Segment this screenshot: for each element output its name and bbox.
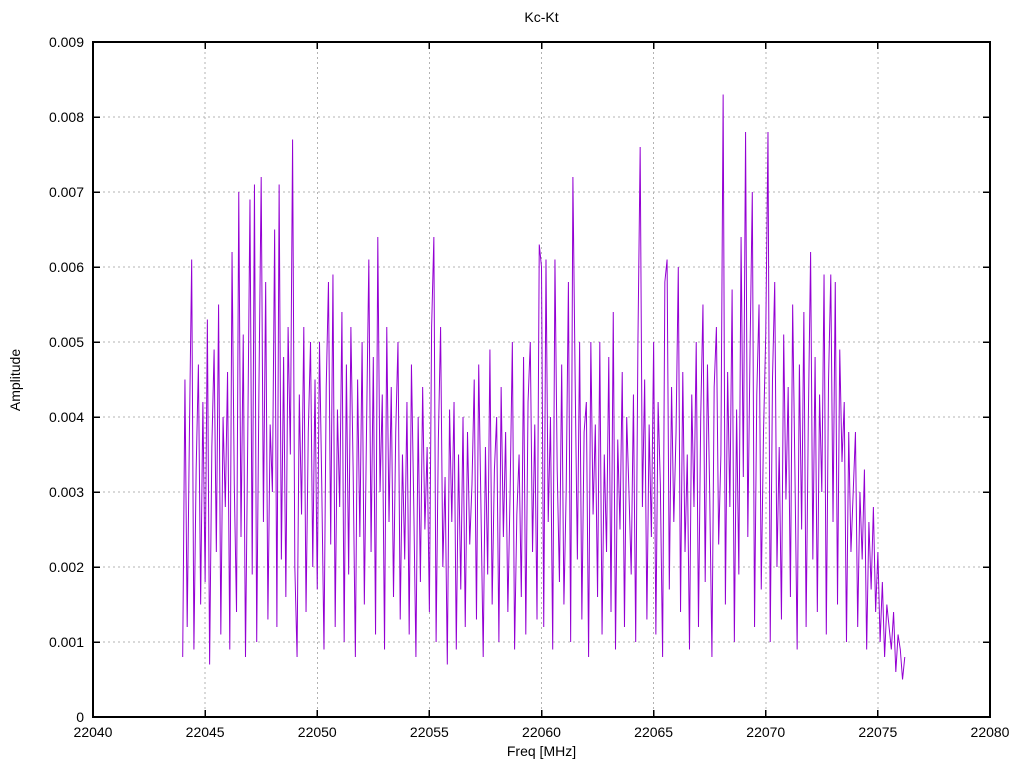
x-tick-label: 22045 [186, 724, 225, 740]
x-tick-label: 22070 [746, 724, 785, 740]
y-tick-label: 0.009 [49, 34, 84, 50]
y-tick-label: 0.005 [49, 334, 84, 350]
x-tick-label: 22060 [522, 724, 561, 740]
x-axis-label: Freq [MHz] [506, 743, 577, 759]
x-tick-label: 22055 [410, 724, 449, 740]
y-tick-label: 0 [76, 709, 84, 725]
y-tick-label: 0.008 [49, 109, 84, 125]
x-tick-label: 22080 [971, 724, 1010, 740]
y-tick-label: 0.006 [49, 259, 84, 275]
plot-border [92, 41, 991, 718]
data-series-line [182, 94, 906, 680]
chart-title: Kc-Kt [524, 9, 559, 25]
x-tick-label: 22075 [858, 724, 897, 740]
x-tick-label: 22065 [634, 724, 673, 740]
y-tick-label: 0.004 [49, 409, 84, 425]
y-tick-label: 0.002 [49, 559, 84, 575]
x-tick-label: 22040 [74, 724, 113, 740]
y-tick-label: 0.001 [49, 634, 84, 650]
y-tick-label: 0.003 [49, 484, 84, 500]
y-tick-label: 0.007 [49, 184, 84, 200]
x-tick-label: 22050 [298, 724, 337, 740]
